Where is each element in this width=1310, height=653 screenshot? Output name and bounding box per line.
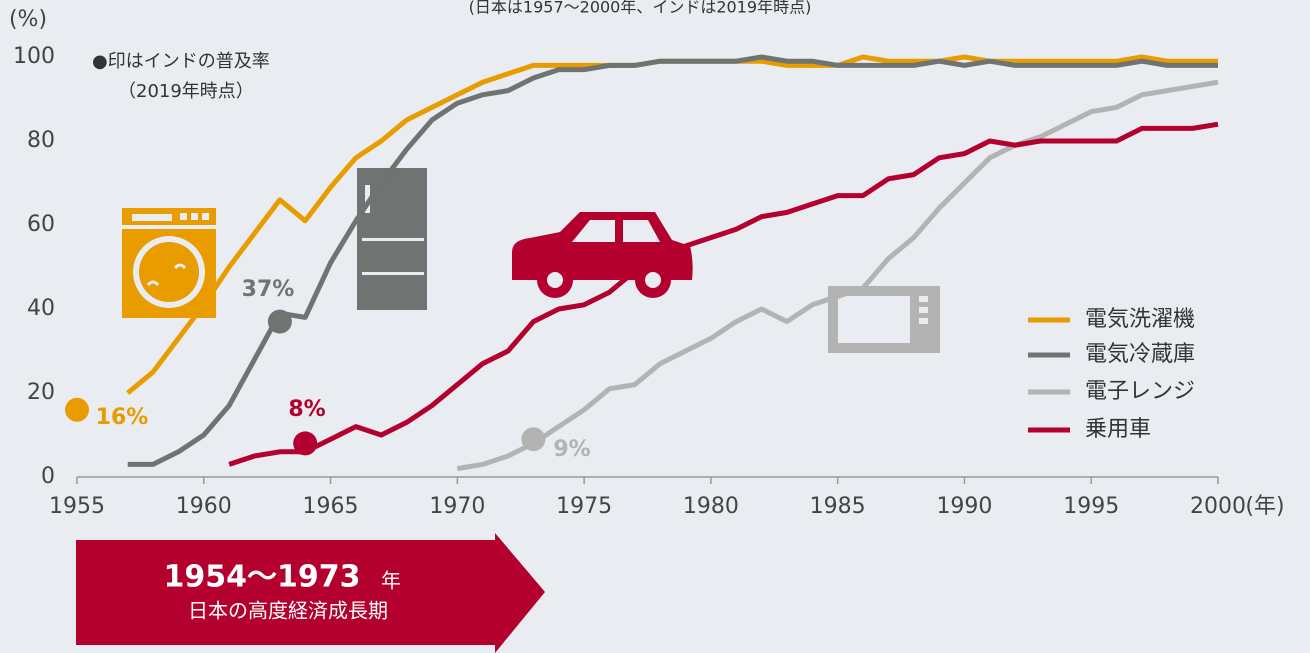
india-label: 8%: [288, 397, 325, 422]
legend-label: 乗用車: [1085, 417, 1151, 442]
y-tick-label: 100: [13, 44, 55, 69]
period-unit: 年: [381, 569, 401, 593]
india-label: 9%: [553, 437, 590, 462]
legend-label: 電気洗濯機: [1085, 307, 1195, 332]
x-tick-label: 1985: [810, 494, 866, 519]
india-label: 16%: [96, 405, 149, 430]
period-banner: [76, 533, 545, 653]
india-point: [65, 397, 89, 422]
y-tick-label: 0: [41, 464, 55, 489]
x-tick-label: 2000: [1190, 494, 1246, 519]
y-axis-label: (%): [9, 7, 47, 32]
x-tick-label: 1955: [49, 494, 105, 519]
y-tick-label: 80: [27, 128, 55, 153]
x-tick-label: 1980: [683, 494, 739, 519]
legend-label: 電気冷蔵庫: [1085, 342, 1195, 367]
washing-machine-icon: [122, 208, 216, 318]
note: （2019年時点）: [118, 81, 254, 102]
india-point: [521, 427, 546, 452]
note: ●印はインドの普及率: [92, 51, 270, 72]
x-tick-label: 1960: [176, 494, 232, 519]
y-tick-label: 20: [27, 380, 55, 405]
india-point: [267, 309, 292, 334]
series-line: [456, 79, 1219, 472]
series-line: [127, 54, 1218, 467]
x-axis-label: (年): [1245, 494, 1284, 519]
series-line: [228, 121, 1219, 467]
x-tick-label: 1975: [556, 494, 612, 519]
x-tick-label: 1990: [936, 494, 992, 519]
india-point: [293, 431, 318, 456]
microwave-icon: [828, 286, 940, 353]
x-tick-label: 1965: [303, 494, 359, 519]
y-tick-label: 40: [27, 296, 55, 321]
period-label: 日本の高度経済成長期: [188, 599, 388, 623]
refrigerator-icon: [357, 168, 427, 310]
chart-subtitle: (日本は1957～2000年、インドは2019年時点): [469, 0, 812, 17]
x-tick-label: 1995: [1063, 494, 1119, 519]
india-label: 37%: [242, 277, 295, 302]
x-tick-label: 1970: [429, 494, 485, 519]
y-tick-label: 60: [27, 212, 55, 237]
legend-label: 電子レンジ: [1085, 379, 1195, 404]
period-years: 1954～1973: [164, 560, 361, 595]
